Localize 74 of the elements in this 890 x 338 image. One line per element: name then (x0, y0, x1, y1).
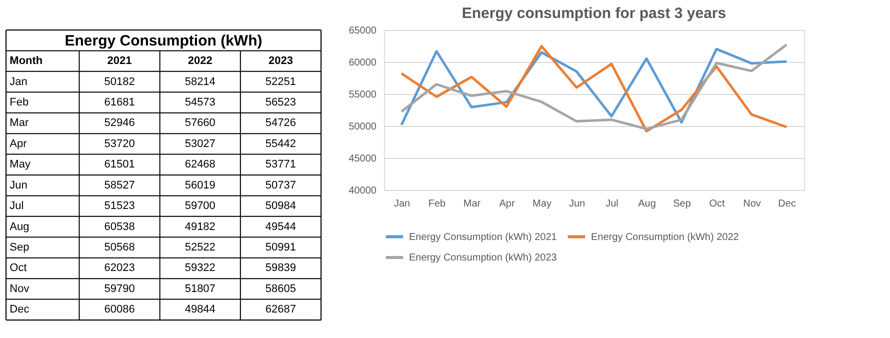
data-label: 56523 (265, 96, 296, 108)
data-label: 53720 (104, 138, 135, 150)
data-label: 49182 (184, 220, 216, 233)
x-tick-label: Aug (638, 198, 656, 210)
data-label: 60538 (104, 220, 135, 233)
category-label: Dec (10, 304, 30, 316)
data-label: 50991 (265, 242, 296, 254)
data-label: 53027 (184, 138, 216, 150)
category-label: Mar (10, 117, 29, 130)
data-label: 59790 (104, 282, 135, 295)
data-label: 61501 (104, 158, 135, 171)
data-label: 58527 (104, 179, 135, 192)
data-label: 55442 (265, 138, 296, 150)
data-label: 57660 (184, 117, 216, 130)
data-label: 62687 (265, 304, 296, 316)
x-tick-label: Oct (709, 198, 725, 210)
data-label: 59839 (265, 262, 296, 274)
category-label: May (10, 158, 31, 171)
category-label: Aug (10, 220, 30, 233)
data-label: 54726 (265, 117, 296, 130)
data-label: 52251 (265, 76, 296, 88)
data-label: 52946 (104, 117, 135, 130)
x-tick-label: May (532, 198, 552, 210)
y-tick-label: 55000 (348, 90, 377, 100)
x-tick-label: Sep (673, 198, 692, 210)
data-label: 58214 (184, 76, 216, 88)
category-label: Apr (10, 138, 28, 150)
data-label: 50568 (104, 242, 135, 254)
x-tick-label: Dec (778, 198, 796, 210)
text: Month (10, 55, 43, 68)
data-label: 62468 (184, 158, 216, 171)
data-label: 58605 (265, 282, 296, 295)
data-label: 53771 (265, 158, 296, 171)
text: 2021 (107, 55, 132, 68)
x-tick-label: Feb (428, 198, 446, 210)
data-label: 50737 (265, 179, 296, 192)
text: Energy Consumption (kWh) (64, 32, 262, 50)
y-tick-label: 40000 (348, 186, 377, 196)
data-label: 52522 (184, 242, 216, 254)
data-label: 51523 (104, 200, 135, 212)
category-label: Jun (10, 179, 28, 192)
x-tick-label: Mar (463, 198, 482, 210)
x-tick-label: Nov (743, 198, 761, 210)
data-label: 59700 (184, 200, 216, 212)
data-label: 61681 (104, 96, 135, 108)
y-tick-label: 65000 (348, 26, 377, 36)
category-label: Oct (10, 262, 27, 274)
y-tick-label: 50000 (348, 122, 377, 132)
data-label: 62023 (104, 262, 135, 274)
y-tick-label: 45000 (348, 154, 377, 164)
data-label: 50182 (104, 76, 135, 88)
data-label: 51807 (184, 282, 216, 295)
chart-title: Energy consumption for past 3 years (462, 5, 726, 22)
x-tick-label: Jan (394, 198, 410, 210)
data-label: 60086 (104, 304, 135, 316)
x-tick-label: Apr (499, 198, 516, 210)
x-tick-label: Jun (568, 198, 586, 210)
data-label: 49544 (265, 220, 296, 233)
data-label: 56019 (184, 179, 216, 192)
legend-label: Energy Consumption (kWh) 2023 (409, 252, 558, 264)
x-tick-label: Jul (606, 198, 618, 210)
data-label: 54573 (184, 96, 216, 108)
y-tick-label: 60000 (348, 58, 377, 68)
text: 2023 (268, 55, 293, 68)
category-label: Nov (10, 282, 30, 295)
legend-label: Energy Consumption (kWh) 2022 (591, 232, 740, 243)
category-label: Jan (10, 76, 28, 88)
category-label: Feb (10, 96, 29, 108)
legend-label: Energy Consumption (kWh) 2021 (409, 232, 558, 243)
data-label: 59322 (184, 262, 216, 274)
data-label: 50984 (265, 200, 296, 212)
category-label: Sep (10, 242, 30, 254)
data-label: 49844 (184, 304, 216, 316)
text: 2022 (188, 55, 212, 68)
